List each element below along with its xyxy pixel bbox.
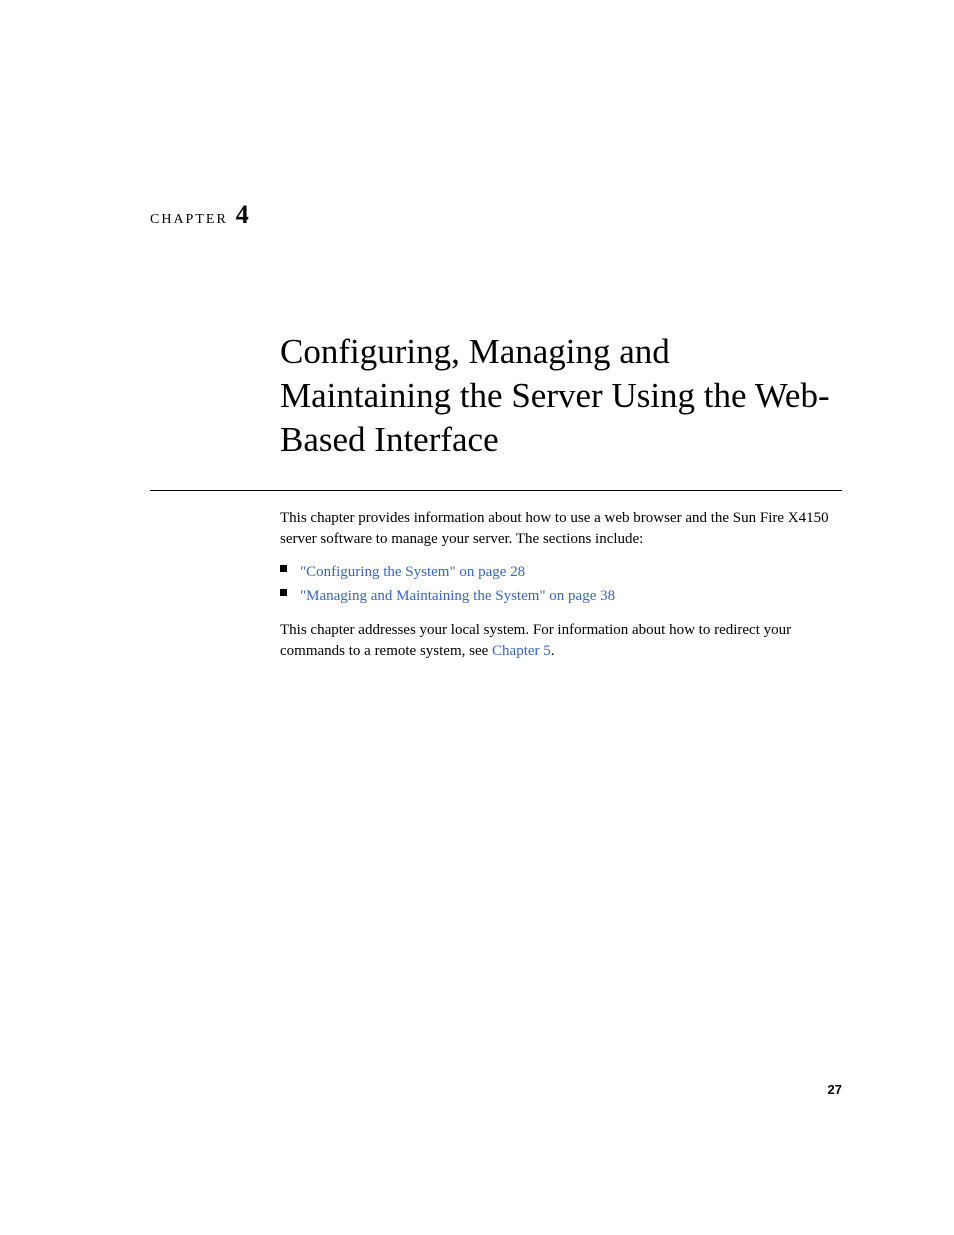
closing-text-post: . [551, 643, 555, 659]
section-link[interactable]: "Configuring the System" on page 28 [300, 564, 525, 580]
page-number: 27 [828, 1082, 842, 1097]
square-bullet-icon [280, 589, 287, 596]
section-link[interactable]: "Managing and Maintaining the System" on… [300, 588, 615, 604]
document-page: CHAPTER 4 Configuring, Managing and Main… [0, 0, 954, 1235]
chapter-label: CHAPTER [150, 212, 228, 228]
list-item: "Managing and Maintaining the System" on… [280, 584, 835, 608]
section-links-list: "Configuring the System" on page 28 "Man… [280, 560, 835, 608]
chapter-indicator: CHAPTER 4 [150, 200, 249, 230]
square-bullet-icon [280, 565, 287, 572]
body-content: This chapter provides information about … [280, 508, 835, 672]
horizontal-divider [150, 490, 842, 491]
list-item: "Configuring the System" on page 28 [280, 560, 835, 584]
chapter-link[interactable]: Chapter 5 [492, 643, 551, 659]
intro-paragraph: This chapter provides information about … [280, 508, 835, 550]
chapter-title: Configuring, Managing and Maintaining th… [280, 330, 835, 461]
closing-paragraph: This chapter addresses your local system… [280, 620, 835, 662]
chapter-number: 4 [236, 200, 249, 230]
